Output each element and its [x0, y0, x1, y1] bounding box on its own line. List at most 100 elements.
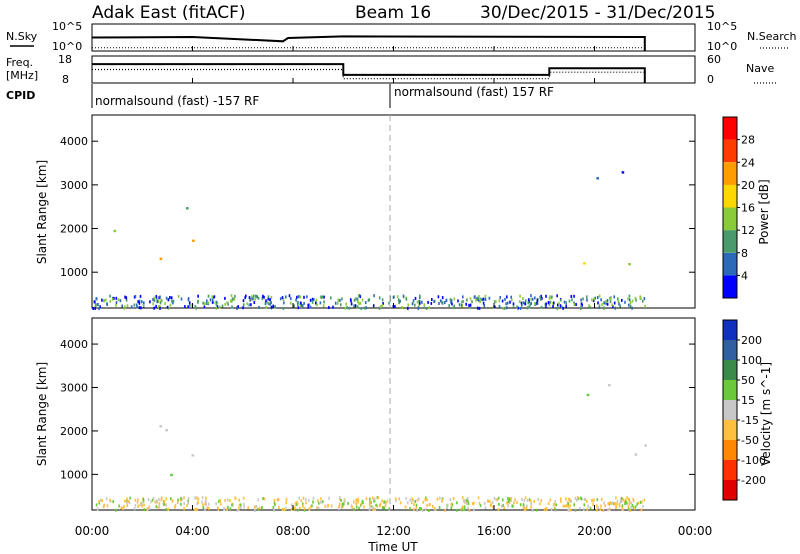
- ground-scatter-cell: [136, 305, 138, 309]
- ground-scatter-cell: [316, 506, 318, 510]
- ground-scatter-cell: [537, 498, 540, 501]
- ground-scatter-cell: [365, 306, 367, 310]
- ground-scatter-cell: [374, 507, 376, 511]
- ground-scatter-cell: [388, 507, 391, 511]
- colorbar-segment: [723, 460, 737, 480]
- ground-scatter-cell: [533, 500, 535, 503]
- time-axis: 00:00 04:00 08:00 12:00 16:00 20:00 00:00: [75, 46, 712, 538]
- ground-scatter-cell: [248, 298, 251, 302]
- ground-scatter-cell: [448, 304, 450, 308]
- ground-scatter-cell: [558, 301, 560, 305]
- ground-scatter-cell: [143, 301, 145, 305]
- ground-scatter-cell: [224, 498, 226, 502]
- ground-scatter-cell: [425, 496, 427, 500]
- ground-scatter-cell: [316, 303, 318, 307]
- ground-scatter-cell: [94, 306, 96, 310]
- ground-scatter-cell: [521, 497, 523, 501]
- ground-scatter-cell: [227, 498, 229, 502]
- ground-scatter-cell: [555, 503, 557, 507]
- ground-scatter-cell: [146, 507, 149, 511]
- ground-scatter-cell: [629, 509, 631, 513]
- ground-scatter-cell: [349, 298, 352, 302]
- ground-scatter-cell: [337, 298, 339, 302]
- ground-scatter-cell: [285, 295, 287, 299]
- ground-scatter-cell: [299, 301, 302, 305]
- ground-scatter-cell: [269, 298, 271, 302]
- ground-scatter-cell: [627, 297, 629, 301]
- colorbar-tick-label: 4: [741, 269, 748, 282]
- ground-scatter-cell: [512, 304, 515, 308]
- ground-scatter-cell: [514, 498, 516, 502]
- velocity-ylabel: Slant Range [km]: [35, 362, 49, 466]
- ground-scatter-cell: [323, 300, 325, 304]
- ground-scatter-cell: [340, 505, 343, 509]
- ground-scatter-cell: [523, 499, 525, 503]
- ground-scatter-cell: [587, 504, 590, 508]
- colorbar-segment: [723, 480, 737, 500]
- ground-scatter-cell: [327, 503, 330, 507]
- ground-scatter-cell: [165, 503, 167, 507]
- ground-scatter-cell: [466, 298, 468, 302]
- ground-scatter-cell: [545, 294, 547, 298]
- ground-scatter-cell: [295, 298, 297, 302]
- beam-label: Beam 16: [355, 3, 431, 23]
- ground-scatter-cell: [628, 294, 631, 298]
- ground-scatter-cell: [589, 506, 592, 510]
- power-frame: [91, 114, 696, 309]
- colorbar-tick-label: 100: [741, 354, 762, 367]
- ground-scatter-cell: [291, 503, 293, 507]
- ground-scatter-cell: [364, 301, 367, 305]
- colorbar-segment: [723, 184, 737, 208]
- ground-scatter-cell: [378, 296, 381, 300]
- ground-scatter-cell: [401, 306, 403, 309]
- ground-scatter-cell: [478, 295, 480, 298]
- ground-scatter-cell: [196, 507, 198, 511]
- ground-scatter-cell: [153, 306, 155, 310]
- ground-scatter-cell: [341, 504, 344, 508]
- ground-scatter-cell: [373, 497, 376, 501]
- ground-scatter-cell: [536, 301, 539, 305]
- xtick-label: 00:00: [75, 524, 110, 538]
- ground-scatter-cell: [436, 497, 439, 501]
- ground-scatter-cell: [568, 508, 571, 512]
- ground-scatter-cell: [446, 506, 448, 510]
- ground-scatter-cell: [274, 503, 276, 507]
- ground-scatter-cell: [285, 507, 287, 510]
- xtick-label: 12:00: [376, 524, 411, 538]
- ground-scatter-cell: [345, 302, 347, 306]
- ground-scatter-cell: [138, 301, 141, 305]
- ground-scatter-cell: [203, 305, 206, 309]
- ground-scatter-cell: [201, 496, 204, 500]
- date-range: 30/Dec/2015 - 31/Dec/2015: [480, 3, 715, 23]
- ground-scatter-cell: [217, 506, 219, 510]
- ground-scatter-cell: [174, 505, 176, 509]
- ground-scatter-cell: [484, 501, 486, 505]
- data-cell: [621, 171, 625, 174]
- ground-scatter-cell: [482, 301, 485, 305]
- ytick-label: 4000: [60, 338, 88, 351]
- data-cell: [583, 262, 586, 265]
- ground-scatter-cell: [338, 504, 340, 508]
- ground-scatter-cell: [394, 304, 396, 308]
- ground-scatter-cell: [570, 499, 572, 503]
- ground-scatter-cell: [582, 297, 584, 301]
- ground-scatter-cell: [543, 508, 546, 511]
- ground-scatter-cell: [491, 500, 494, 504]
- ground-scatter-cell: [113, 296, 115, 300]
- ground-scatter-cell: [142, 304, 145, 307]
- ground-scatter-cell: [553, 502, 555, 506]
- ground-scatter-cell: [557, 303, 559, 307]
- ground-scatter-cell: [224, 296, 226, 300]
- ground-scatter-cell: [307, 303, 309, 307]
- ground-scatter-cell: [381, 303, 384, 307]
- ground-scatter-cell: [114, 508, 117, 512]
- ground-scatter-cell: [589, 306, 591, 310]
- ground-scatter-cell: [270, 305, 273, 309]
- ground-scatter-cell: [219, 305, 221, 309]
- ground-scatter-cell: [137, 498, 139, 502]
- colorbar-tick-label: 28: [741, 134, 755, 147]
- ground-scatter-cell: [535, 508, 538, 512]
- ground-scatter-cell: [462, 295, 464, 299]
- ground-scatter-cell: [594, 296, 596, 300]
- ground-scatter-cell: [621, 507, 623, 511]
